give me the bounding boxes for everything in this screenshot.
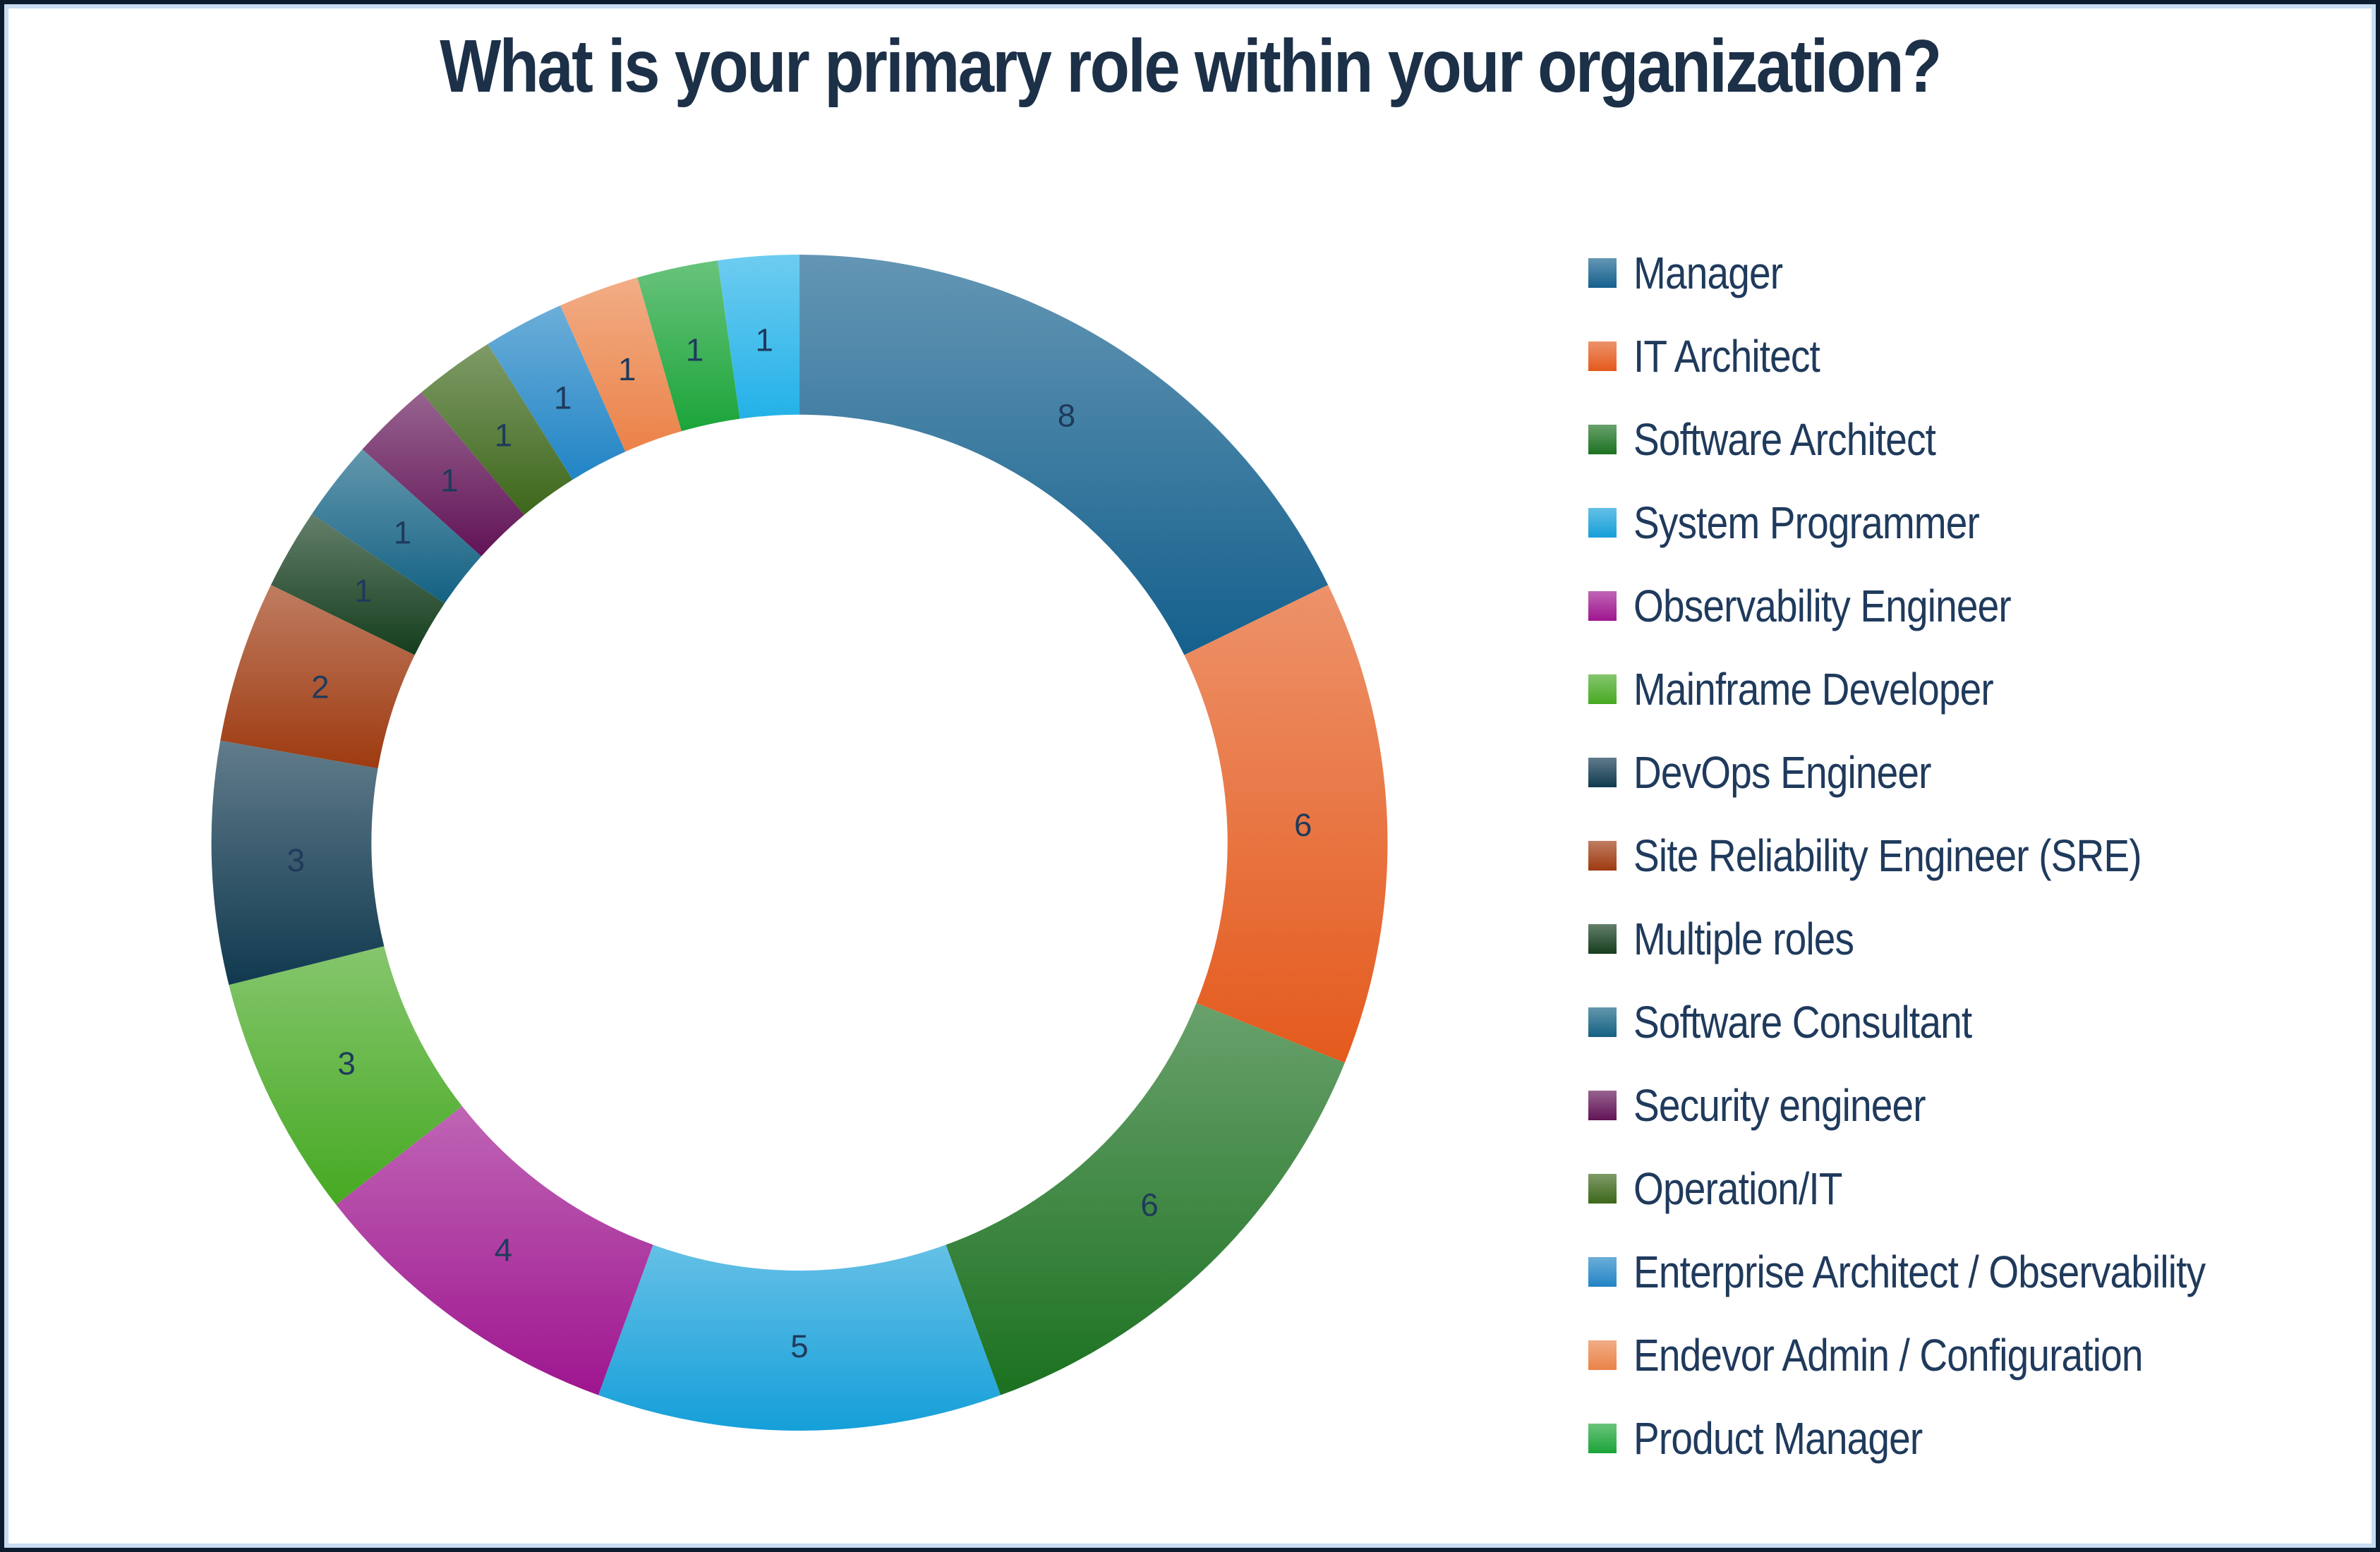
pie-slice [598,1244,1001,1431]
legend-label: Manager [1633,248,1783,298]
legend-swatch [1588,341,1617,371]
slice-value-label: 5 [790,1328,808,1364]
legend-swatch [1588,674,1617,704]
legend-label: System Programmer [1633,497,1980,548]
pie-slice [421,344,573,515]
legend: Manager IT Architect Software Architect Sys… [1588,231,2298,1480]
legend-swatch [1588,258,1617,288]
pie-slice [946,1002,1345,1395]
legend-swatch [1588,1174,1617,1204]
pie-slice [560,277,682,452]
legend-swatch [1588,1007,1617,1037]
pie-slice [488,305,626,480]
slice-value-label: 3 [338,1045,356,1081]
legend-swatch [1588,508,1617,538]
slice-value-label: 1 [440,462,458,498]
legend-swatch [1588,1424,1617,1453]
legend-item: Product Manager [1588,1397,2298,1480]
slice-value-label: 3 [287,842,305,878]
pie-slice [1184,585,1388,1063]
legend-item: Endevor Admin / Configuration [1588,1314,2298,1397]
legend-item: Software Consultant [1588,981,2298,1064]
legend-item: IT Architect [1588,315,2298,398]
legend-label: Endevor Admin / Configuration [1633,1330,2143,1381]
slice-value-label: 1 [618,351,636,387]
legend-label: Product Manager [1633,1413,1923,1464]
legend-label: Operation/IT [1633,1163,1842,1214]
legend-swatch [1588,924,1617,954]
slice-value-label: 6 [1294,807,1312,843]
slice-value-label: 8 [1058,397,1075,433]
pie-slice [637,260,740,432]
legend-item: Manager [1588,231,2298,315]
slice-value-label: 1 [755,322,773,358]
legend-label: Software Consultant [1633,997,1972,1048]
slice-value-label: 1 [686,332,703,368]
legend-label: Software Architect [1633,414,1936,465]
slice-value-label: 4 [495,1232,512,1268]
pie-slice [211,740,385,986]
pie-slice [718,255,800,419]
legend-swatch [1588,425,1617,454]
legend-item: Mainframe Developer [1588,648,2298,731]
legend-label: Enterprise Architect / Observability [1633,1247,2206,1297]
legend-swatch [1588,841,1617,871]
legend-item: Observability Engineer [1588,564,2298,648]
legend-item: DevOps Engineer [1588,731,2298,814]
legend-item: Security engineer [1588,1064,2298,1147]
legend-swatch [1588,1257,1617,1287]
legend-item: Site Reliability Engineer (SRE) [1588,814,2298,897]
slice-value-label: 1 [354,573,372,609]
legend-item: Multiple roles [1588,897,2298,981]
legend-swatch [1588,1340,1617,1370]
legend-label: Site Reliability Engineer (SRE) [1633,830,2142,881]
legend-item: Operation/IT [1588,1147,2298,1230]
slice-value-label: 6 [1140,1187,1158,1223]
legend-swatch [1588,758,1617,787]
legend-swatch [1588,591,1617,621]
legend-label: Security engineer [1633,1080,1926,1131]
legend-swatch [1588,1091,1617,1120]
legend-item: Software Architect [1588,398,2298,481]
pie-slice [220,585,415,769]
pie-slice [336,1106,653,1395]
legend-label: Multiple roles [1633,914,1854,964]
slice-value-label: 1 [554,380,572,416]
legend-label: IT Architect [1633,331,1820,382]
legend-item: System Programmer [1588,481,2298,564]
legend-label: DevOps Engineer [1633,747,1931,798]
legend-label: Mainframe Developer [1633,664,1994,715]
legend-label: Observability Engineer [1633,581,2012,631]
pie-slice [270,514,445,655]
legend-item: Enterprise Architect / Observability [1588,1230,2298,1314]
slice-value-label: 1 [394,514,411,550]
chart-title: What is your primary role within your or… [440,25,1942,108]
pie-slice [312,449,482,604]
slice-value-label: 2 [311,669,329,705]
pie-slice [229,946,462,1205]
slice-value-label: 1 [495,417,512,453]
pie-slice [799,255,1329,655]
pie-slice [362,392,525,557]
